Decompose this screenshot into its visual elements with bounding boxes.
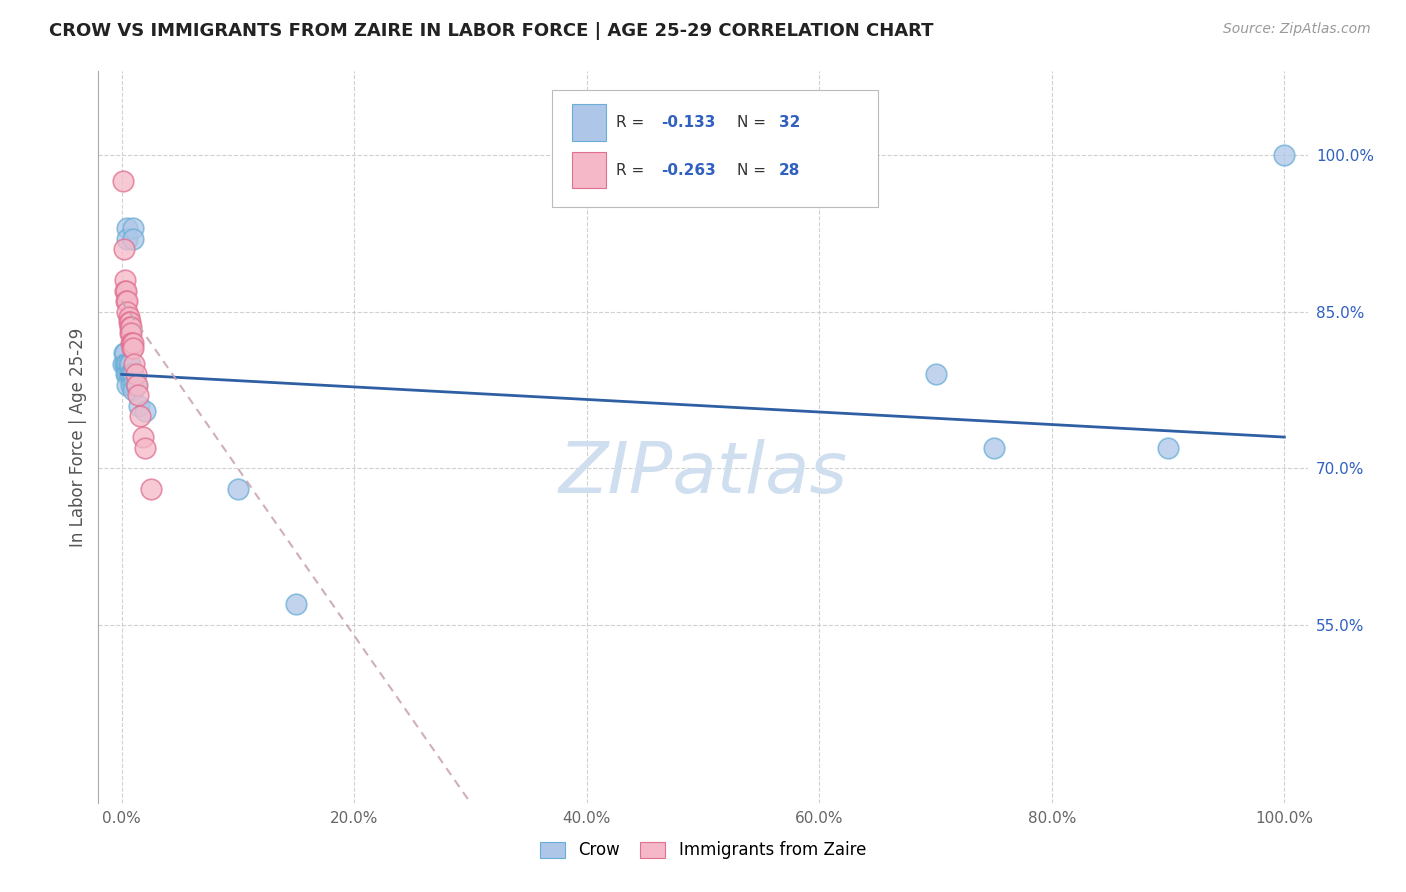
Point [120,320,142,334]
Point [117,221,139,235]
Text: CROW VS IMMIGRANTS FROM ZAIRE IN LABOR FORCE | AGE 25-29 CORRELATION CHART: CROW VS IMMIGRANTS FROM ZAIRE IN LABOR F… [49,22,934,40]
Point [118,310,141,324]
Point [115,368,138,382]
Point [122,368,145,382]
Point [226,483,249,497]
Point [117,357,139,371]
Point [114,273,136,287]
Point [118,320,141,334]
Point [114,357,136,371]
FancyBboxPatch shape [572,104,606,141]
Point [114,284,136,298]
Point [121,341,143,355]
Point [122,377,145,392]
Point [118,326,141,340]
Point [118,368,141,382]
Point [118,315,141,329]
FancyBboxPatch shape [551,90,879,207]
Text: 28: 28 [779,162,800,178]
Y-axis label: In Labor Force | Age 25-29: In Labor Force | Age 25-29 [69,327,87,547]
Point [129,409,152,424]
Point [115,284,138,298]
Point [125,377,148,392]
Point [285,597,308,611]
Point [112,242,135,256]
Point [118,357,141,371]
Point [117,368,139,382]
Point [122,336,145,351]
Point [120,377,142,392]
Text: ZIPatlas: ZIPatlas [558,439,848,508]
Point [112,346,135,360]
Point [1157,441,1180,455]
Text: N =: N = [737,162,770,178]
Point [120,368,142,382]
Text: 32: 32 [779,115,800,130]
Point [1272,148,1295,162]
Point [122,231,145,245]
Text: R =: R = [616,115,650,130]
Point [117,304,139,318]
Point [114,346,136,360]
Point [122,221,145,235]
Point [122,341,145,355]
Point [120,336,142,351]
Point [128,399,150,413]
Legend: Crow, Immigrants from Zaire: Crow, Immigrants from Zaire [531,833,875,868]
Point [127,388,149,402]
Point [111,174,134,188]
Point [117,231,139,245]
Text: R =: R = [616,162,650,178]
Point [111,357,134,371]
Point [118,368,141,382]
Text: Source: ZipAtlas.com: Source: ZipAtlas.com [1223,22,1371,37]
Point [118,357,141,371]
Point [924,368,946,382]
Point [121,368,143,382]
Point [131,430,153,444]
Point [983,441,1005,455]
Point [117,377,139,392]
Point [115,357,138,371]
Point [118,315,141,329]
Point [121,336,143,351]
Point [139,483,162,497]
Point [117,294,139,309]
Point [120,326,142,340]
Text: -0.133: -0.133 [661,115,716,130]
FancyBboxPatch shape [572,152,606,188]
Point [134,441,156,455]
Point [124,368,146,382]
Point [124,377,146,392]
Point [124,357,146,371]
Point [115,294,138,309]
Text: -0.263: -0.263 [661,162,716,178]
Point [122,383,145,397]
Point [134,404,156,418]
Text: N =: N = [737,115,770,130]
